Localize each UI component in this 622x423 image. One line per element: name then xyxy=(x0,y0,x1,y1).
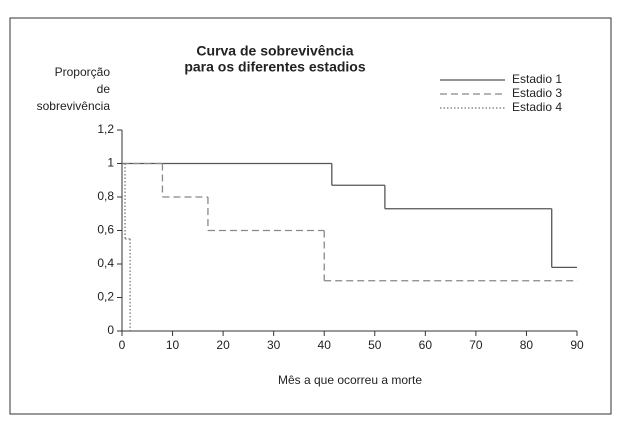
x-tick-label: 60 xyxy=(419,338,433,352)
y-tick-label: 1,2 xyxy=(97,122,114,136)
y-axis-label: Proporção xyxy=(55,65,111,79)
x-tick-label: 10 xyxy=(166,338,180,352)
frame xyxy=(9,17,612,415)
x-tick-label: 50 xyxy=(368,338,382,352)
x-tick-label: 20 xyxy=(216,338,230,352)
chart-title: Curva de sobrevivência xyxy=(196,43,353,59)
x-tick-label: 80 xyxy=(520,338,534,352)
y-tick-label: 0,2 xyxy=(97,290,114,304)
x-tick-label: 0 xyxy=(119,338,126,352)
y-tick-label: 0,4 xyxy=(97,256,114,270)
x-tick-label: 30 xyxy=(267,338,281,352)
x-tick-label: 90 xyxy=(570,338,584,352)
x-tick-label: 70 xyxy=(469,338,483,352)
legend-label: Estadio 1 xyxy=(512,72,562,86)
y-axis-label: de xyxy=(97,82,111,96)
y-tick-label: 0,6 xyxy=(97,223,114,237)
y-tick-label: 1 xyxy=(107,156,114,170)
x-tick-label: 40 xyxy=(318,338,332,352)
chart-title: para os diferentes estadios xyxy=(184,59,366,75)
y-axis-label: sobrevivência xyxy=(37,99,111,113)
legend-label: Estadio 4 xyxy=(512,100,562,114)
y-tick-label: 0,8 xyxy=(97,189,114,203)
legend-label: Estadio 3 xyxy=(512,86,562,100)
x-axis-label: Mês a que ocorreu a morte xyxy=(278,373,422,387)
y-tick-label: 0 xyxy=(107,323,114,337)
